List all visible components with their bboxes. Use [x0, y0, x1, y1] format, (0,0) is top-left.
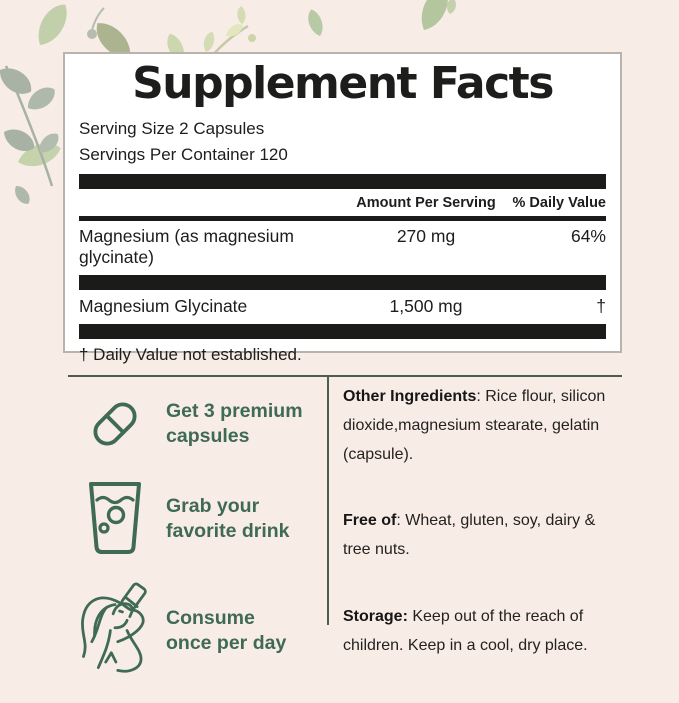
- nutrient-daily-value: 64%: [570, 226, 606, 247]
- other-ingredients-label: Other Ingredients: [343, 388, 477, 405]
- table-header-row: Amount Per Serving % Daily Value: [79, 195, 606, 211]
- divider-bar-thick: [79, 174, 606, 190]
- usage-step-label: Get 3 premium capsules: [166, 399, 303, 447]
- other-ingredients-text: Other Ingredients: Rice flour, silicon d…: [343, 388, 606, 463]
- daily-value-footnote: † Daily Value not established.: [79, 345, 302, 365]
- usage-step-label: Consume once per day: [166, 606, 287, 654]
- usage-step-drink: Grab your favorite drink: [64, 479, 324, 559]
- vertical-divider: [327, 377, 329, 625]
- nutrient-name: Magnesium (as magnesium glycinate): [79, 226, 294, 268]
- nutrient-name: Magnesium Glycinate: [79, 296, 248, 317]
- nutrient-amount: 270 mg: [396, 226, 456, 247]
- bottom-section: Get 3 premium capsules Grab your favorit…: [0, 375, 679, 679]
- free-of-text: Free of: Wheat, gluten, soy, dairy & tre…: [343, 512, 596, 559]
- nutrient-amount: 1,500 mg: [389, 296, 463, 317]
- usage-step-label: Grab your favorite drink: [166, 494, 290, 542]
- header-amount-per-serving: Amount Per Serving: [356, 195, 496, 212]
- usage-steps: Get 3 premium capsules Grab your favorit…: [64, 391, 324, 703]
- divider-bar-thick: [79, 275, 606, 291]
- serving-size: Serving Size 2 Capsules: [79, 119, 265, 139]
- divider-bar-thin: [79, 216, 606, 222]
- storage-text: Storage: Keep out of the reach of childr…: [343, 607, 588, 654]
- supplement-facts-panel: Supplement Facts Serving Size 2 Capsules…: [63, 52, 622, 364]
- usage-step-capsules: Get 3 premium capsules: [64, 391, 324, 457]
- capsule-icon: [64, 391, 166, 457]
- servings-per-container: Servings Per Container 120: [79, 144, 288, 164]
- person-drinking-icon: [64, 581, 166, 681]
- storage-label: Storage:: [343, 607, 408, 625]
- free-of-label: Free of: [343, 512, 397, 530]
- table-row: Magnesium Glycinate 1,500 mg †: [79, 296, 606, 317]
- header-daily-value: % Daily Value: [512, 195, 607, 212]
- table-row: Magnesium (as magnesium glycinate) 270 m…: [79, 226, 606, 268]
- horizontal-divider: [68, 375, 622, 377]
- info-column: Other Ingredients: Rice flour, silicon d…: [343, 383, 626, 661]
- usage-step-consume: Consume once per day: [64, 581, 324, 681]
- glass-icon: [64, 479, 166, 559]
- divider-bar-thick: [79, 324, 606, 340]
- nutrient-daily-value: †: [596, 296, 606, 317]
- panel-title: Supplement Facts: [132, 58, 554, 109]
